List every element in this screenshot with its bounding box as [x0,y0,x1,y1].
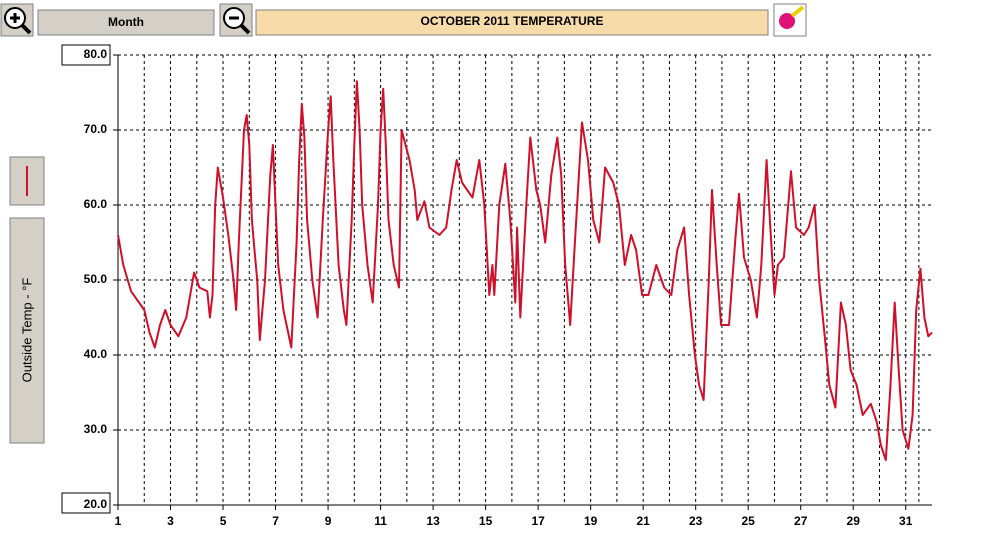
zoom-in-button[interactable] [0,3,34,37]
plot: 20.030.040.050.060.070.080.01 3 5 7 9 11 13 15 1… [84,47,933,528]
x-tick-label: 3 [167,514,174,528]
y-max-box [61,44,111,66]
y-tick-label: 30.0 [84,422,108,436]
x-tick-label: 21 [636,514,650,528]
x-tick-label: 11 [374,514,387,528]
x-tick-label: 27 [794,514,808,528]
range-button[interactable]: Month [37,9,215,36]
x-tick-label: 19 [584,514,598,528]
x-tick-label: 9 [325,514,332,528]
x-tick-label: 17 [531,514,545,528]
y-tick-label: 70.0 [84,122,108,136]
title-box [255,9,769,36]
x-tick-label: 25 [742,514,756,528]
print-button[interactable] [773,3,807,37]
x-tick-label: 1 [115,514,122,528]
y-tick-label: 80.0 [84,47,108,61]
y-min-box [61,492,111,514]
data-line [117,80,933,461]
x-tick-label: 23 [689,514,703,528]
chart-title: OCTOBER 2011 TEMPERATURE [421,14,604,28]
y-tick-label: 40.0 [84,347,108,361]
y-tick-label: 20.0 [84,497,108,511]
x-tick-label: 15 [479,514,493,528]
series-button[interactable]: Outside Temp - °F [9,217,45,444]
y-axis-label: Outside Temp - °F [19,278,34,383]
x-tick-label: 5 [220,514,227,528]
zoom-out-button[interactable] [219,3,253,37]
y-tick-label: 50.0 [84,272,108,286]
x-tick-label: 29 [847,514,861,528]
x-tick-label: 13 [426,514,440,528]
legend-swatch-button[interactable] [9,156,45,206]
x-tick-label: 31 [899,514,913,528]
x-tick-label: 7 [272,514,279,528]
range-button-label: Month [108,15,144,29]
y-tick-label: 60.0 [84,197,108,211]
